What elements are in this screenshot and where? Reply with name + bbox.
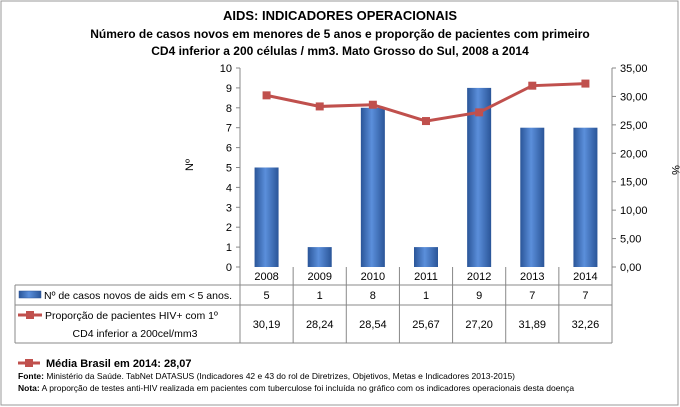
table-cell-proportion: 31,89 (519, 319, 547, 331)
y-right-tick-label: 35,00 (620, 63, 648, 75)
y-left-tick-label: 7 (226, 123, 232, 135)
line-point-2011 (422, 117, 430, 126)
x-tick-label: 2010 (361, 271, 385, 283)
legend-brazil-avg: Média Brasil em 2014: 28,07 (18, 358, 192, 370)
y-right-tick-label: 10,00 (620, 205, 648, 217)
table-cell-cases: 1 (423, 290, 429, 302)
y-axis-right-label: % (669, 165, 680, 175)
y-left-tick-label: 6 (226, 143, 232, 155)
y-right-tick-label: 30,00 (620, 91, 648, 103)
legend-proportion-label-1: Proporção de pacientes HIV+ com 1º (45, 310, 218, 322)
legend-bar-icon (18, 290, 42, 299)
y-right-tick-label: 15,00 (620, 177, 648, 189)
legend-marker-icon (25, 359, 33, 367)
line-point-2010 (368, 100, 377, 109)
table-cell-proportion: 25,67 (412, 319, 440, 331)
table-cell-cases: 5 (264, 290, 270, 302)
legend-cases-label: Nº de casos novos de aids em < 5 anos. (44, 290, 232, 302)
chart-subtitle-1: Número de casos novos em menores de 5 an… (90, 27, 590, 41)
bar-2011 (414, 247, 438, 267)
y-right-tick-label: 20,00 (620, 148, 648, 160)
table-cell-cases: 8 (370, 290, 376, 302)
y-left-tick-label: 8 (226, 103, 232, 115)
bar-2012 (467, 87, 492, 268)
bar-2013 (520, 127, 545, 267)
line-point-2013 (528, 81, 537, 90)
table-cell-proportion: 27,20 (465, 319, 493, 331)
legend-proportion-label-2: CD4 inferior a 200cel/mm3 (73, 328, 198, 340)
y-left-tick-label: 3 (226, 202, 232, 214)
line-point-2014 (581, 79, 590, 88)
x-tick-label: 2013 (520, 271, 544, 283)
x-tick-label: 2014 (573, 271, 597, 283)
table-cell-proportion: 28,24 (306, 319, 334, 331)
table-cell-proportion: 28,54 (359, 319, 387, 331)
y-left-tick-label: 9 (226, 83, 232, 95)
x-tick-label: 2008 (254, 271, 278, 283)
footnote: Nota: A proporção de testes anti-HIV rea… (18, 383, 574, 393)
legend-marker-icon (26, 311, 34, 319)
y-right-tick-label: 0,00 (620, 262, 641, 274)
line-point-2012 (475, 108, 484, 117)
chart-subtitle-2: CD4 inferior a 200 células / mm3. Mato G… (151, 44, 529, 58)
line-point-2008 (262, 91, 271, 100)
x-tick-label: 2012 (467, 271, 491, 283)
bar-2009 (307, 247, 332, 267)
bar-2014 (573, 127, 598, 267)
brazil-average-label: Média Brasil em 2014: 28,07 (46, 358, 192, 370)
bar-2008 (254, 167, 279, 267)
x-tick-label: 2009 (307, 271, 331, 283)
y-left-tick-label: 1 (226, 242, 232, 254)
table-cell-cases: 7 (582, 290, 588, 302)
table-cell-proportion: 32,26 (572, 319, 600, 331)
source-note: Fonte: Ministério da Saúde. TabNet DATAS… (18, 371, 515, 381)
y-left-tick-label: 5 (226, 163, 232, 175)
y-right-tick-label: 5,00 (620, 234, 641, 246)
y-left-tick-label: 4 (226, 182, 232, 194)
y-left-tick-label: 0 (226, 262, 232, 274)
bar-2010 (360, 107, 385, 267)
x-tick-label: 2011 (414, 271, 438, 283)
line-point-2009 (315, 102, 324, 111)
table-cell-proportion: 30,19 (253, 319, 281, 331)
table-cell-cases: 1 (317, 290, 323, 302)
table-cell-cases: 9 (476, 290, 482, 302)
y-axis-left-label: Nº (184, 159, 196, 171)
y-left-tick-label: 10 (220, 63, 232, 75)
y-left-tick-label: 2 (226, 222, 232, 234)
table-cell-cases: 7 (529, 290, 535, 302)
y-right-tick-label: 25,00 (620, 120, 648, 132)
chart-title: AIDS: INDICADORES OPERACIONAIS (223, 8, 457, 23)
